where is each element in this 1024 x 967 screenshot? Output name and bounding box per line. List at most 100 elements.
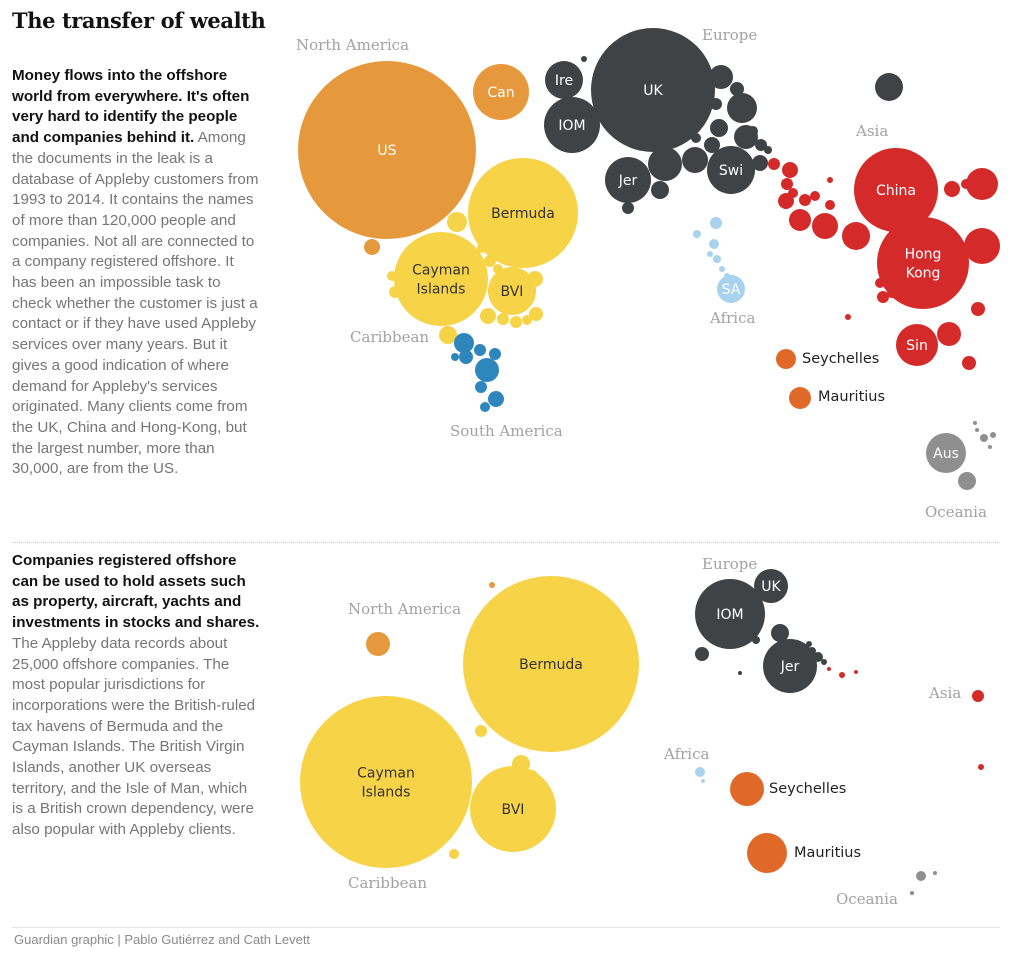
bubble-europe <box>648 147 682 181</box>
bubble-europe <box>748 126 758 136</box>
bubble-south-america <box>475 381 487 393</box>
bubble-asia <box>937 322 961 346</box>
bubble-europe <box>727 93 757 123</box>
bubble-asia <box>971 302 985 316</box>
bubble-europe <box>764 146 772 154</box>
bubble-europe <box>771 624 789 642</box>
bubble-europe <box>651 181 669 199</box>
bubble-seychelles-label: Seychelles <box>802 351 879 367</box>
bubble-asia <box>812 213 838 239</box>
page-title: The transfer of wealth <box>12 8 266 33</box>
bubble-north-america <box>366 632 390 656</box>
bubble-mauritius-label: Mauritius <box>818 389 885 405</box>
bubble-africa <box>709 239 719 249</box>
region-label-africa: Africa <box>709 309 755 327</box>
intro-paragraph: Money flows into the offshore world from… <box>12 66 262 480</box>
bubble-asia <box>972 690 984 702</box>
bubble-sa-label: SA <box>722 282 741 298</box>
bubble-asia <box>799 194 811 206</box>
bubble-uk <box>591 28 715 152</box>
bubble-europe <box>875 73 903 101</box>
bubble-south-america <box>475 358 499 382</box>
bubble-asia <box>961 179 971 189</box>
bubble-seychelles <box>730 772 764 806</box>
bubble-asia <box>827 667 831 671</box>
bubble-hong-kong-label: Hong Kong <box>905 247 942 282</box>
bubble-africa <box>713 255 721 263</box>
bubble-europe <box>755 139 767 151</box>
bubble-europe <box>709 65 733 89</box>
bubble-bermuda <box>463 576 639 752</box>
bubble-asia <box>839 672 845 678</box>
bubble-south-america <box>454 333 474 353</box>
bubble-africa <box>719 266 725 272</box>
bubble-caribbean <box>475 725 487 737</box>
bubble-bvi <box>488 267 536 315</box>
bubble-mauritius <box>747 833 787 873</box>
bubble-africa <box>701 779 705 783</box>
bubble-africa <box>707 251 713 257</box>
bubble-europe <box>752 155 768 171</box>
bubble-jer <box>763 639 817 693</box>
bubble-swi <box>707 146 755 194</box>
bubble-china-label: China <box>876 183 916 199</box>
bubble-north-america <box>364 239 380 255</box>
bubble-caribbean <box>439 326 457 344</box>
bubble-us <box>298 61 476 239</box>
bubble-iom <box>695 579 765 649</box>
bubble-africa <box>695 767 705 777</box>
bubble-aus <box>926 433 966 473</box>
bubble-asia <box>966 168 998 200</box>
bubble-bermuda-label: Bermuda <box>491 206 555 222</box>
region-label-oceania: Oceania <box>925 503 987 521</box>
companies-lead: Companies registered offshore can be use… <box>12 552 260 632</box>
bubble-cayman-islands <box>394 232 488 326</box>
bubble-europe <box>738 671 742 675</box>
bubble-oceania <box>988 445 992 449</box>
bubble-bvi-label: BVI <box>501 284 524 300</box>
bubble-oceania <box>910 891 914 895</box>
bubble-europe <box>695 647 709 661</box>
bubble-mauritius <box>789 387 811 409</box>
bubble-ire-label: Ire <box>555 73 573 89</box>
bubble-europe <box>821 659 827 665</box>
bubble-china <box>854 148 938 232</box>
bubble-jer <box>605 157 651 203</box>
bubble-oceania <box>973 421 977 425</box>
bubble-asia <box>768 158 780 170</box>
region-label-asia: Asia <box>855 122 888 140</box>
bubble-can <box>473 64 529 120</box>
bubble-can-label: Can <box>487 85 514 101</box>
bubble-europe <box>730 82 744 96</box>
bubble-oceania <box>958 472 976 490</box>
bubble-cayman-islands-label: Cayman Islands <box>412 263 470 298</box>
region-label-south-america: South America <box>450 422 563 440</box>
region-label-north-america: North America <box>348 600 461 618</box>
bubble-asia <box>778 193 794 209</box>
bubble-caribbean <box>497 313 509 325</box>
bubble-south-america <box>488 391 504 407</box>
bubble-asia <box>825 200 835 210</box>
bubble-hong-kong <box>877 217 969 309</box>
bubble-europe <box>682 147 708 173</box>
bubble-oceania <box>990 432 996 438</box>
companies-body: The Appleby data records about 25,000 of… <box>12 634 256 839</box>
bubble-sa <box>717 275 745 303</box>
bubble-europe <box>710 119 728 137</box>
bubble-caribbean <box>480 308 496 324</box>
bubble-africa <box>710 217 722 229</box>
region-label-africa: Africa <box>663 745 709 763</box>
bubble-seychelles-label: Seychelles <box>769 781 846 797</box>
bubble-oceania <box>975 428 979 432</box>
bubble-iom <box>544 97 600 153</box>
bubble-asia <box>962 356 976 370</box>
bubble-oceania <box>980 434 988 442</box>
bubble-asia <box>964 228 1000 264</box>
bubble-seychelles <box>776 349 796 369</box>
intro-lead: Money flows into the offshore world from… <box>12 67 250 147</box>
bubble-swi-label: Swi <box>719 163 743 179</box>
bubble-iom-label: IOM <box>558 118 585 134</box>
bubble-caribbean <box>449 849 459 859</box>
bubble-south-america <box>480 402 490 412</box>
bubble-jer-label: Jer <box>780 659 800 675</box>
